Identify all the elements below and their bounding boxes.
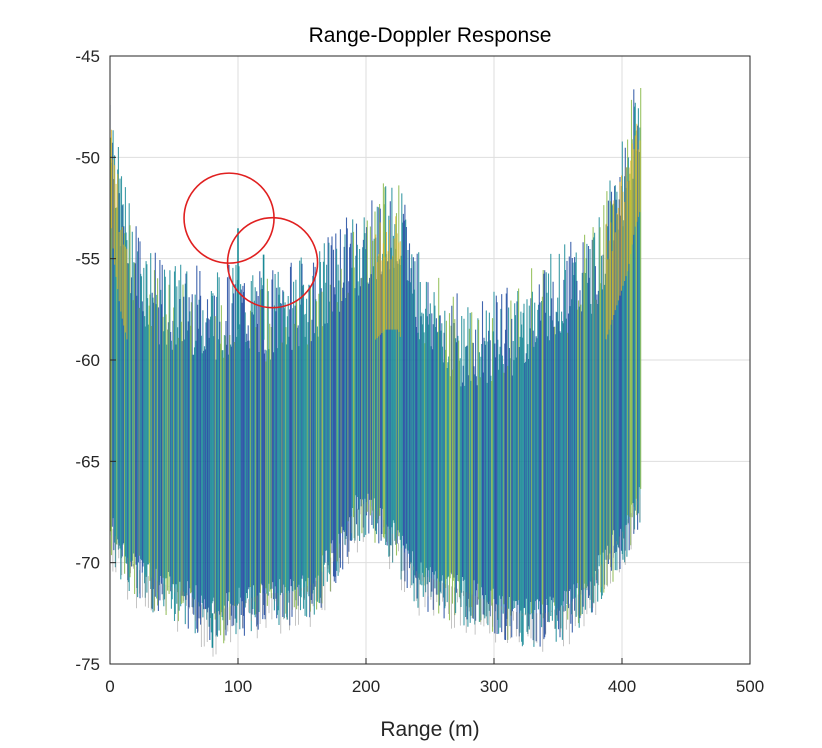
annotation-circle [226, 216, 319, 309]
x-tick-label: 500 [736, 677, 764, 696]
annotation-circles [183, 172, 319, 309]
x-axis-ticks: 0 100 200 300 400 500 [105, 658, 764, 696]
x-tick-label: 300 [480, 677, 508, 696]
response-surface [110, 88, 642, 657]
y-tick-label: -50 [75, 148, 100, 167]
x-tick-label: 100 [224, 677, 252, 696]
y-tick-label: -60 [75, 351, 100, 370]
y-tick-label: -75 [75, 655, 100, 674]
y-tick-label: -55 [75, 250, 100, 269]
y-tick-label: -65 [75, 452, 100, 471]
x-tick-label: 0 [105, 677, 114, 696]
x-tick-label: 200 [352, 677, 380, 696]
x-tick-label: 400 [608, 677, 636, 696]
y-axis-ticks: -45 -50 -55 -60 -65 -70 -75 [75, 47, 116, 674]
x-axis-label: Range (m) [380, 718, 479, 741]
chart-title: Range-Doppler Response [309, 24, 552, 47]
y-tick-label: -70 [75, 554, 100, 573]
y-tick-label: -45 [75, 47, 100, 66]
